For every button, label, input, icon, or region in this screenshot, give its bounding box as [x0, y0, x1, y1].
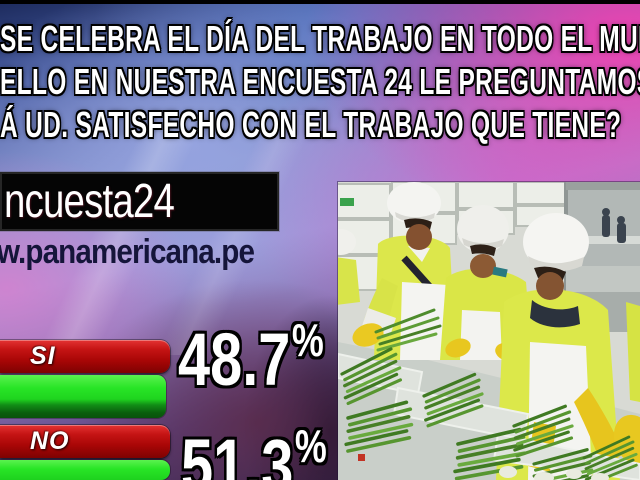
- poll-value-si-percent-sign: %: [291, 314, 324, 366]
- poll-option-si-gauge: [0, 375, 166, 418]
- poll-value-no: 51.3 %: [181, 420, 327, 480]
- poll-value-si: 48.7 %: [178, 314, 324, 401]
- poll-option-si-bar: SI: [0, 340, 170, 373]
- encuesta24-logo: ncuesta24: [0, 172, 279, 231]
- poll-option-si-label: SI: [30, 342, 56, 370]
- poll-option-no-bar: NO: [0, 425, 170, 458]
- headline-line-3: Á UD. SATISFECHO CON EL TRABAJO QUE TIEN…: [0, 104, 622, 145]
- headline-line-2: ELLO EN NUESTRA ENCUESTA 24 LE PREGUNTAM…: [0, 61, 640, 102]
- encuesta24-logo-text: ncuesta24: [4, 175, 175, 228]
- poll-option-no-gauge: [0, 460, 170, 480]
- poll-value-no-percent-sign: %: [294, 420, 327, 472]
- workers-photo: [338, 182, 640, 480]
- poll-value-no-number: 51.3: [181, 424, 294, 480]
- top-letterbox-bar: [0, 0, 640, 4]
- website-url: w.panamericana.pe: [0, 233, 255, 271]
- headline-line-1: SE CELEBRA EL DÍA DEL TRABAJO EN TODO EL…: [0, 18, 640, 59]
- poll-value-si-number: 48.7: [178, 318, 291, 401]
- workers-photo-illustration: [338, 182, 640, 480]
- poll-option-no-label: NO: [30, 427, 70, 455]
- headline: SE CELEBRA EL DÍA DEL TRABAJO EN TODO EL…: [0, 17, 640, 146]
